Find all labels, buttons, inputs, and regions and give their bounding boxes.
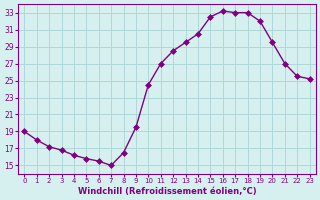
- X-axis label: Windchill (Refroidissement éolien,°C): Windchill (Refroidissement éolien,°C): [78, 187, 256, 196]
